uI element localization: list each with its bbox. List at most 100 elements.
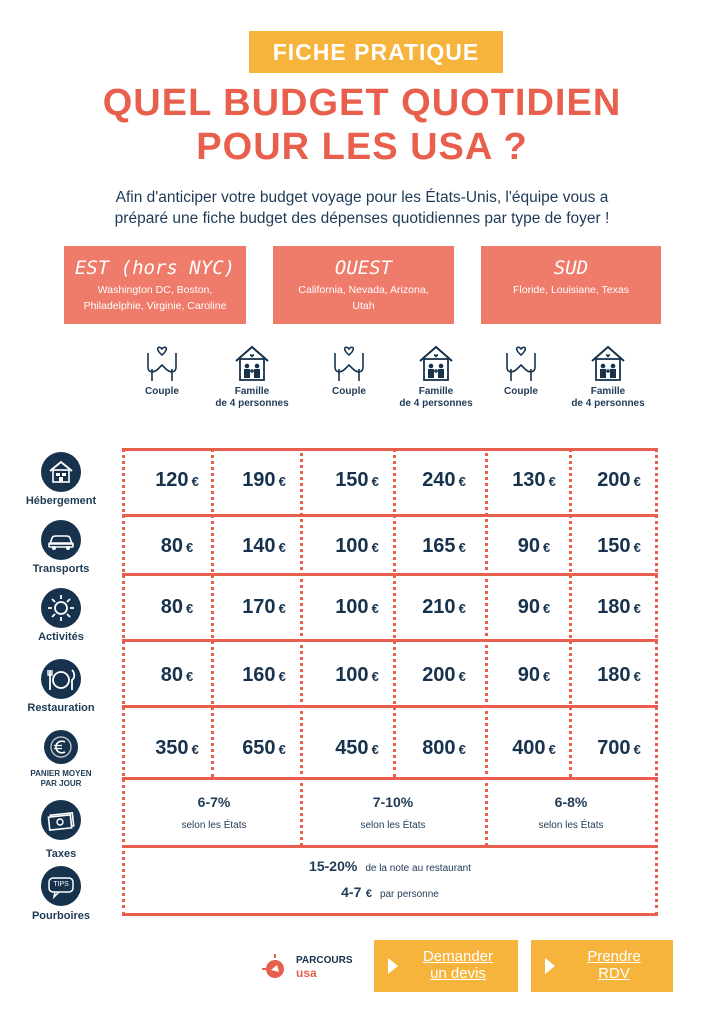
- banknote-icon: [41, 800, 81, 840]
- household-label-line1: Famille: [234, 386, 270, 397]
- household-family-est: Famille de 4 personnes: [212, 343, 292, 410]
- budget-cell: 450 €: [335, 737, 379, 759]
- household-label: Famille de 4 personnes: [568, 386, 648, 410]
- page-title-line1: QUEL BUDGET QUOTIDIEN: [102, 82, 622, 124]
- household-label-line1: Famille: [418, 386, 454, 397]
- tax-est: 6-7% selon les États: [125, 792, 303, 831]
- logo-text-line1: PARCOURS: [296, 955, 353, 966]
- tax-value: 6-7%: [197, 794, 231, 810]
- region-name: SUD: [553, 257, 589, 279]
- budget-cell: 140 €: [242, 535, 286, 557]
- couple-icon: [147, 346, 177, 381]
- category-label: Taxes: [45, 848, 77, 860]
- logo-text-line2: usa: [296, 966, 317, 980]
- category-food: Restauration: [16, 659, 106, 715]
- budget-cell: 800 €: [422, 737, 466, 759]
- category-label: Hébergement: [25, 495, 97, 507]
- household-couple-est: Couple: [122, 343, 202, 398]
- tax-value: 7-10%: [372, 794, 414, 810]
- intro-line1: Afin d'anticiper votre budget voyage pou…: [115, 189, 609, 206]
- category-label: Transports: [32, 563, 90, 575]
- tips-person: 4-7 € par personne: [122, 884, 658, 902]
- region-ouest: OUEST California, Nevada, Arizona, Utah: [273, 246, 454, 324]
- play-arrow-icon: [545, 958, 555, 974]
- budget-cell: 350 €: [155, 737, 199, 759]
- budget-cell: 200 €: [422, 664, 466, 686]
- household-label-line2: de 4 personnes: [399, 398, 473, 409]
- book-appointment-label: Prendre RDV: [561, 948, 667, 982]
- budget-cell: 100 €: [335, 535, 379, 557]
- cta-label-line2: RDV: [598, 965, 630, 982]
- budget-cell: 150 €: [597, 535, 641, 557]
- region-est: EST (hors NYC) Washington DC, Boston, Ph…: [64, 246, 246, 324]
- table-line: [122, 573, 658, 576]
- family-house-icon: [235, 345, 269, 381]
- budget-cell: 700 €: [597, 737, 641, 759]
- table-divider: [300, 448, 303, 846]
- budget-cell: 90 €: [517, 535, 551, 557]
- page-title-line2: POUR LES USA ?: [196, 126, 528, 168]
- cta-label-line1: Prendre: [587, 948, 641, 965]
- budget-cell: 100 €: [335, 596, 379, 618]
- budget-cell: 200 €: [597, 469, 641, 491]
- tax-note: selon les États: [360, 820, 426, 831]
- budget-cell: 160 €: [242, 664, 286, 686]
- household-label-line2: de 4 personnes: [571, 398, 645, 409]
- category-label-line1: PANIER MOYEN: [30, 769, 92, 778]
- budget-cell: 170 €: [242, 596, 286, 618]
- tips-bubble-icon: TIPS: [41, 866, 81, 906]
- household-label: Couple: [504, 386, 538, 397]
- table-line: [122, 845, 658, 848]
- budget-cell: 150 €: [335, 469, 379, 491]
- region-states: Washington DC, Boston, Philadelphie, Vir…: [64, 282, 246, 314]
- couple-icon: [506, 346, 536, 381]
- category-activities: Activités: [16, 588, 106, 644]
- parcours-usa-logo: PARCOURS usa: [256, 946, 356, 986]
- table-line: [122, 777, 658, 780]
- category-basket: PANIER MOYEN PAR JOUR: [16, 730, 106, 789]
- tax-value: 6-8%: [554, 794, 588, 810]
- request-quote-button[interactable]: Demander un devis: [374, 940, 518, 992]
- house-icon: [41, 452, 81, 492]
- household-label-line2: de 4 personnes: [215, 398, 289, 409]
- tips-person-unit: €: [365, 888, 372, 900]
- budget-cell: 190 €: [242, 469, 286, 491]
- household-label: Couple: [332, 386, 366, 397]
- plate-cutlery-icon: [41, 659, 81, 699]
- region-states-line1: California, Nevada, Arizona,: [298, 284, 429, 296]
- household-couple-sud: Couple: [481, 343, 561, 398]
- category-label-line2: PAR JOUR: [40, 779, 82, 788]
- budget-cell: 80 €: [160, 596, 194, 618]
- fiche-pratique-badge: FICHE PRATIQUE: [249, 31, 503, 73]
- budget-cell: 80 €: [160, 535, 194, 557]
- region-states: Floride, Louisiane, Texas: [481, 282, 661, 298]
- budget-cell: 90 €: [517, 664, 551, 686]
- household-label: Couple: [145, 386, 179, 397]
- table-line: [122, 705, 658, 708]
- household-label-line1: Famille: [590, 386, 626, 397]
- category-lodging: Hébergement: [16, 452, 106, 508]
- budget-cell: 400 €: [512, 737, 556, 759]
- region-states: California, Nevada, Arizona, Utah: [273, 282, 454, 314]
- tips-person-value: 4-7: [341, 884, 362, 900]
- region-states-line2: Utah: [352, 300, 375, 312]
- tax-note: selon les États: [538, 820, 604, 831]
- tax-ouest: 7-10% selon les États: [304, 792, 482, 831]
- budget-cell: 180 €: [597, 596, 641, 618]
- book-appointment-button[interactable]: Prendre RDV: [531, 940, 673, 992]
- budget-cell: 180 €: [597, 664, 641, 686]
- household-label: Famille de 4 personnes: [212, 386, 292, 410]
- table-line: [122, 448, 658, 451]
- compass-logo-icon: [262, 954, 284, 978]
- table-divider: [485, 448, 488, 846]
- cta-label-line1: Demander: [422, 948, 494, 965]
- table-divider: [655, 448, 658, 916]
- tips-restaurant-value: 15-20%: [309, 858, 358, 874]
- family-house-icon: [591, 345, 625, 381]
- household-family-ouest: Famille de 4 personnes: [396, 343, 476, 410]
- intro-text: Afin d'anticiper votre budget voyage pou…: [50, 187, 674, 229]
- category-label: Restauration: [27, 702, 95, 714]
- tips-restaurant: 15-20% de la note au restaurant: [122, 858, 658, 876]
- table-divider: [211, 448, 214, 778]
- category-label: Activités: [38, 631, 84, 643]
